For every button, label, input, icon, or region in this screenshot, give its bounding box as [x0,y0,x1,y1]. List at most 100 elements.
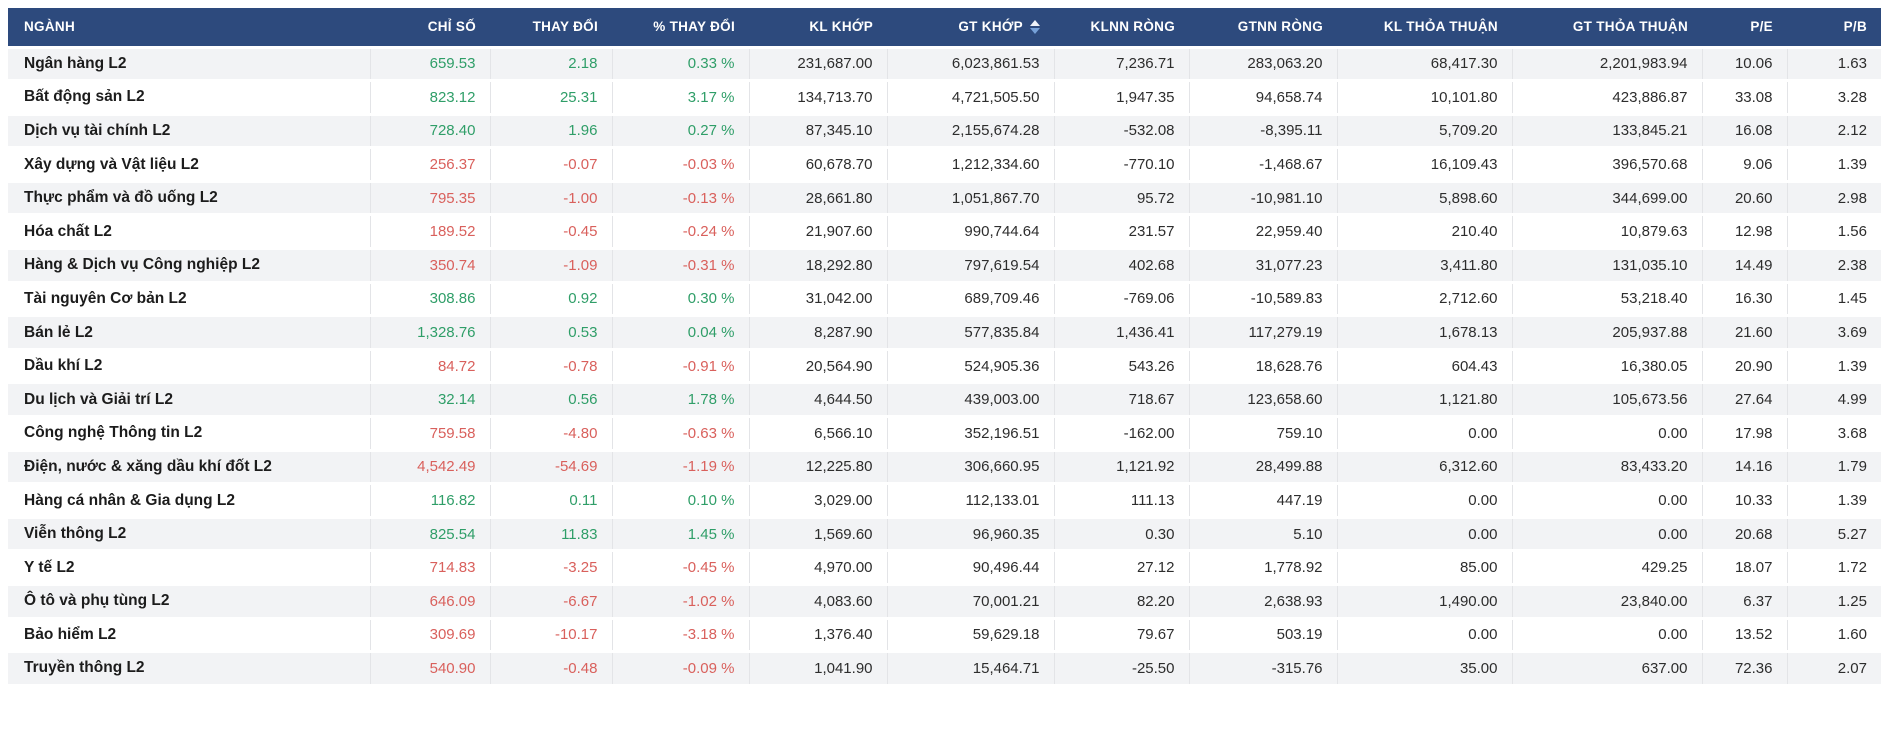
table-row[interactable]: Viễn thông L2 825.54 11.83 1.45 % 1,569.60 96… [8,517,1881,551]
cell-chi_so: 659.53 [369,47,490,81]
column-header-name[interactable]: NGÀNH [8,8,370,47]
cell-klnn_rong: -770.10 [1053,147,1189,182]
cell-kl_thoa_thuan: 85.00 [1336,550,1512,585]
column-header-pb[interactable]: P/B [1787,8,1881,47]
cell-gt_khop: 6,023,861.53 [886,47,1054,81]
column-label: THAY ĐỔI [532,19,598,35]
cell-thay_doi: -0.45 [489,214,612,249]
cell-pe: 9.06 [1701,147,1787,182]
cell-pct: 0.30 % [611,282,749,316]
cell-pe: 33.08 [1701,80,1787,115]
table-row[interactable]: Điện, nước & xăng dầu khí đốt L2 4,542.49… [8,450,1881,484]
cell-kl_khop: 1,376.40 [748,618,887,652]
table-row[interactable]: Hàng cá nhân & Gia dụng L2 116.82 0.11 0.10… [8,483,1881,518]
cell-thay_doi: 25.31 [489,80,612,115]
cell-gt_khop: 577,835.84 [886,315,1054,350]
table-row[interactable]: Tài nguyên Cơ bản L2 308.86 0.92 0.30 % 31,0… [8,282,1881,316]
cell-gt_khop: 352,196.51 [886,416,1054,451]
cell-name: Xây dựng và Vật liệu L2 [24,155,199,173]
table-row[interactable]: Y tế L2 714.83 -3.25 -0.45 % 4,970.00 90,496.… [8,550,1881,585]
cell-thay_doi: 0.56 [489,382,612,417]
cell-name: Điện, nước & xăng dầu khí đốt L2 [24,457,272,475]
column-header-kl_khop[interactable]: KL KHỚP [749,8,887,47]
cell-gtnn_rong: 503.19 [1188,618,1337,652]
cell-pct: -0.91 % [611,349,749,383]
cell-kl_khop: 60,678.70 [748,147,887,182]
cell-name: Hóa chất L2 [24,222,112,240]
table-row[interactable]: Công nghệ Thông tin L2 759.58 -4.80 -0.63 %… [8,416,1881,451]
header-row: NGÀNH CHỈ SỐ THAY ĐỔI % THAY ĐỔI KL KHỚP GT K… [8,8,1881,47]
column-label: GTNN RÒNG [1237,19,1323,35]
cell-name: Viễn thông L2 [24,525,127,543]
cell-pb: 5.27 [1786,517,1881,551]
column-header-gt_thoa_thuan[interactable]: GT THỎA THUẬN [1512,8,1702,47]
table-row[interactable]: Dịch vụ tài chính L2 728.40 1.96 0.27 % 87,3… [8,114,1881,148]
cell-chi_so: 256.37 [369,147,490,182]
cell-gt_thoa_thuan: 0.00 [1511,483,1702,518]
table-row[interactable]: Dầu khí L2 84.72 -0.78 -0.91 % 20,564.90 524,… [8,349,1881,383]
cell-gtnn_rong: 117,279.19 [1188,315,1337,350]
cell-kl_khop: 8,287.90 [748,315,887,350]
table-row[interactable]: Hóa chất L2 189.52 -0.45 -0.24 % 21,907.60 99… [8,214,1881,249]
cell-gt_thoa_thuan: 53,218.40 [1511,282,1702,316]
cell-chi_so: 728.40 [369,114,490,148]
sort-icon[interactable] [1030,19,1040,34]
cell-kl_thoa_thuan: 604.43 [1336,349,1512,383]
cell-name: Hàng & Dịch vụ Công nghiệp L2 [24,256,260,274]
cell-klnn_rong: 1,121.92 [1053,450,1189,484]
column-header-pe[interactable]: P/E [1702,8,1787,47]
cell-kl_khop: 4,970.00 [748,550,887,585]
cell-kl_khop: 1,569.60 [748,517,887,551]
table-row[interactable]: Truyền thông L2 540.90 -0.48 -0.09 % 1,041.9… [8,651,1881,686]
cell-gt_khop: 990,744.64 [886,214,1054,249]
cell-gt_thoa_thuan: 429.25 [1511,550,1702,585]
table-row[interactable]: Bất động sản L2 823.12 25.31 3.17 % 134,713.… [8,80,1881,115]
cell-gt_thoa_thuan: 205,937.88 [1511,315,1702,350]
column-header-gtnn_rong[interactable]: GTNN RÒNG [1189,8,1337,47]
cell-pb: 1.63 [1786,47,1881,81]
cell-klnn_rong: 543.26 [1053,349,1189,383]
cell-pct: 3.17 % [611,80,749,115]
cell-pb: 4.99 [1786,382,1881,417]
cell-pe: 16.30 [1701,282,1787,316]
column-header-chi_so[interactable]: CHỈ SỐ [370,8,490,47]
table-row[interactable]: Hàng & Dịch vụ Công nghiệp L2 350.74 -1.09… [8,248,1881,283]
cell-klnn_rong: 95.72 [1053,181,1189,215]
column-label: KLNN RÒNG [1090,19,1175,35]
cell-gtnn_rong: 28,499.88 [1188,450,1337,484]
sector-table-body: Ngân hàng L2 659.53 2.18 0.33 % 231,687.00 6,… [8,47,1881,686]
table-row[interactable]: Ngân hàng L2 659.53 2.18 0.33 % 231,687.00 6,… [8,47,1881,81]
cell-gtnn_rong: 31,077.23 [1188,248,1337,283]
column-header-gt_khop[interactable]: GT KHỚP [887,8,1054,47]
table-row[interactable]: Xây dựng và Vật liệu L2 256.37 -0.07 -0.03 … [8,147,1881,182]
cell-pe: 16.08 [1701,114,1787,148]
cell-kl_khop: 28,661.80 [748,181,887,215]
cell-gtnn_rong: 447.19 [1188,483,1337,518]
column-header-thay_doi[interactable]: THAY ĐỔI [490,8,612,47]
cell-gtnn_rong: 283,063.20 [1188,47,1337,81]
column-label: GT THỎA THUẬN [1572,19,1688,35]
cell-pb: 3.28 [1786,80,1881,115]
column-header-klnn_rong[interactable]: KLNN RÒNG [1054,8,1189,47]
cell-kl_thoa_thuan: 1,678.13 [1336,315,1512,350]
table-row[interactable]: Thực phẩm và đồ uống L2 795.35 -1.00 -0.13 … [8,181,1881,215]
cell-klnn_rong: -162.00 [1053,416,1189,451]
cell-pe: 18.07 [1701,550,1787,585]
cell-pe: 17.98 [1701,416,1787,451]
cell-chi_so: 189.52 [369,214,490,249]
table-row[interactable]: Ô tô và phụ tùng L2 646.09 -6.67 -1.02 % 4,0… [8,584,1881,619]
column-header-pct[interactable]: % THAY ĐỔI [612,8,749,47]
table-row[interactable]: Bán lẻ L2 1,328.76 0.53 0.04 % 8,287.90 577,8… [8,315,1881,350]
column-header-kl_thoa_thuan[interactable]: KL THỎA THUẬN [1337,8,1512,47]
cell-pe: 10.33 [1701,483,1787,518]
cell-gt_khop: 90,496.44 [886,550,1054,585]
cell-pe: 20.60 [1701,181,1787,215]
cell-kl_thoa_thuan: 0.00 [1336,416,1512,451]
table-row[interactable]: Bảo hiểm L2 309.69 -10.17 -3.18 % 1,376.40 59… [8,618,1881,652]
column-label: NGÀNH [24,19,75,35]
cell-gtnn_rong: -10,981.10 [1188,181,1337,215]
table-row[interactable]: Du lịch và Giải trí L2 32.14 0.56 1.78 % 4,6… [8,382,1881,417]
cell-pct: -1.19 % [611,450,749,484]
cell-pe: 72.36 [1701,651,1787,686]
cell-pe: 14.16 [1701,450,1787,484]
